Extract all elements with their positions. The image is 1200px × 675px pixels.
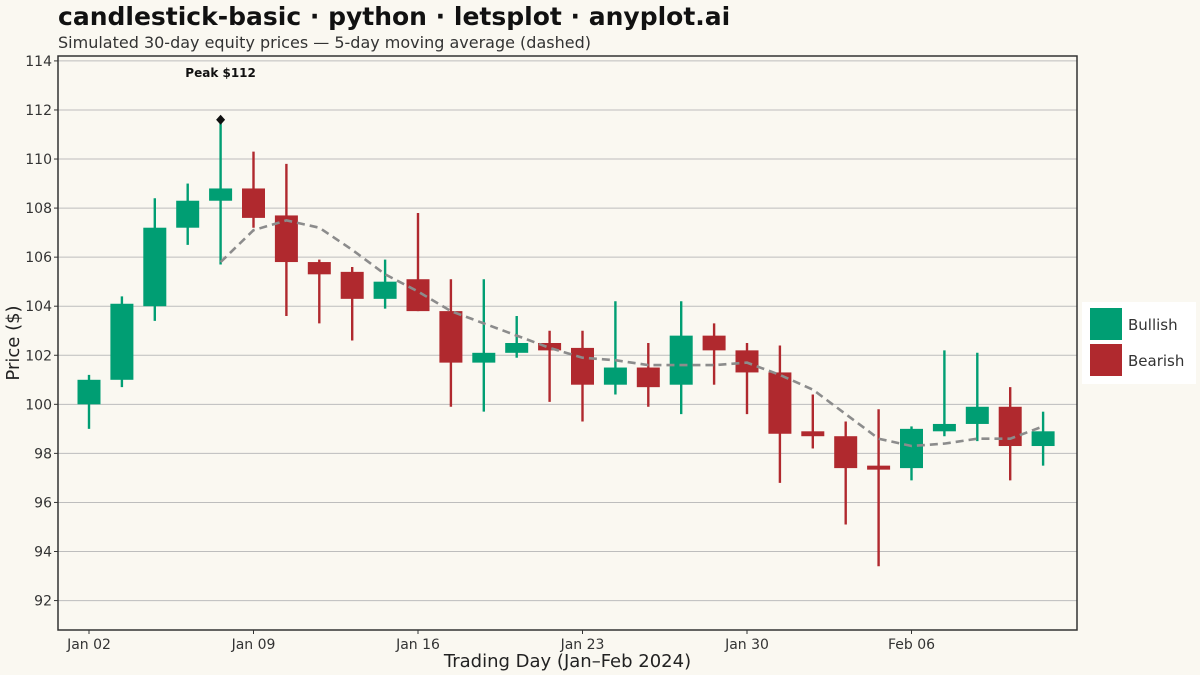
- y-tick-label: 104: [25, 299, 52, 315]
- x-axis-label: Trading Day (Jan–Feb 2024): [443, 651, 691, 672]
- candle-body: [834, 436, 858, 469]
- candle-bullish: [143, 198, 167, 321]
- peak-marker: [216, 114, 226, 125]
- x-tick-label: Jan 09: [231, 637, 276, 653]
- chart-subtitle: Simulated 30-day equity prices — 5-day m…: [58, 33, 591, 52]
- candle-body: [209, 188, 233, 201]
- candle-bullish: [932, 350, 956, 437]
- y-tick-label: 92: [34, 594, 52, 610]
- candle-bearish: [801, 394, 825, 449]
- legend-item-bearish: Bearish: [1090, 344, 1194, 378]
- candle-bullish: [110, 296, 134, 388]
- candle-body: [932, 423, 956, 432]
- grid-lines: [58, 60, 1077, 602]
- candle-bearish: [439, 279, 463, 407]
- candle-body: [571, 347, 594, 385]
- y-tick-label: 100: [25, 397, 52, 413]
- candle-bearish: [735, 343, 759, 415]
- chart-title: candlestick-basic · python · letsplot · …: [58, 2, 731, 31]
- y-tick-label: 108: [25, 201, 52, 217]
- candle-body: [439, 311, 463, 363]
- candle-body: [1031, 431, 1055, 447]
- candle-bullish: [209, 119, 233, 265]
- candle-body: [998, 406, 1022, 447]
- candle-bearish: [274, 163, 298, 317]
- plot-frame: [57, 55, 1078, 631]
- candle-body: [373, 281, 397, 299]
- candle-bearish: [242, 151, 265, 228]
- candle-bearish: [340, 266, 364, 341]
- candle-body: [900, 428, 923, 469]
- candle-bullish: [176, 183, 200, 245]
- candle-body: [176, 200, 200, 228]
- moving-average-line: [219, 219, 1044, 448]
- x-tick-label: Jan 30: [724, 637, 769, 653]
- legend-swatch-bullish: [1090, 308, 1122, 340]
- candle-body: [472, 352, 496, 363]
- candle-bullish: [965, 352, 989, 442]
- y-tick-label: 114: [25, 54, 52, 70]
- y-tick-label: 96: [34, 495, 52, 511]
- candle-bearish: [867, 409, 891, 567]
- y-axis-label: Price ($): [3, 305, 24, 380]
- candle-bearish: [571, 330, 594, 422]
- candle-bearish: [998, 387, 1022, 481]
- candle-body: [274, 215, 298, 263]
- candle-body: [505, 343, 529, 353]
- candle-body: [110, 303, 134, 380]
- candle-body: [636, 367, 660, 388]
- legend-label-bullish: Bullish: [1128, 316, 1178, 334]
- candle-bullish: [603, 301, 627, 395]
- y-tick-label: 94: [34, 545, 52, 561]
- annotations: Peak $112: [185, 66, 256, 125]
- candle-bullish: [373, 259, 397, 309]
- candle-bearish: [834, 421, 858, 525]
- candle-body: [669, 335, 693, 385]
- candle-body: [801, 431, 825, 437]
- candle-body: [538, 343, 562, 351]
- y-tick-label: 106: [25, 250, 52, 266]
- candle-body: [242, 188, 265, 218]
- candle-bullish: [900, 426, 923, 481]
- y-tick-label: 110: [25, 152, 52, 168]
- candle-bearish: [538, 330, 562, 402]
- y-tick-label: 102: [25, 348, 52, 364]
- legend: Bullish Bearish: [1082, 302, 1196, 384]
- candle-bearish: [768, 345, 792, 483]
- candles: [77, 119, 1055, 567]
- candle-body: [603, 367, 627, 385]
- legend-item-bullish: Bullish: [1090, 308, 1194, 342]
- candle-body: [768, 372, 792, 434]
- candle-bearish: [636, 343, 660, 407]
- x-tick-label: Jan 02: [66, 637, 111, 653]
- y-tick-label: 98: [34, 446, 52, 462]
- candle-bearish: [307, 259, 331, 324]
- axes: 92 94 96 98 100 102 104 106 108 110 112 114 Jan 02 Ja…: [3, 54, 935, 672]
- legend-label-bearish: Bearish: [1128, 352, 1185, 370]
- legend-swatch-bearish: [1090, 344, 1122, 376]
- candle-body: [143, 227, 167, 307]
- candle-body: [340, 271, 364, 299]
- candle-body: [702, 335, 726, 351]
- y-tick-label: 112: [25, 103, 52, 119]
- peak-label: Peak $112: [185, 66, 256, 80]
- candle-body: [867, 465, 891, 470]
- x-tick-label: Jan 16: [395, 637, 440, 653]
- candle-bullish: [77, 374, 101, 429]
- candle-body: [307, 262, 331, 275]
- candle-bullish: [669, 301, 693, 415]
- candle-bearish: [702, 323, 726, 385]
- candle-bullish: [1031, 411, 1055, 466]
- candle-bullish: [472, 279, 496, 412]
- x-tick-label: Feb 06: [888, 637, 935, 653]
- candle-body: [965, 406, 989, 424]
- moving-average: [219, 219, 1044, 448]
- candle-body: [77, 379, 101, 405]
- x-tick-label: Jan 23: [560, 637, 605, 653]
